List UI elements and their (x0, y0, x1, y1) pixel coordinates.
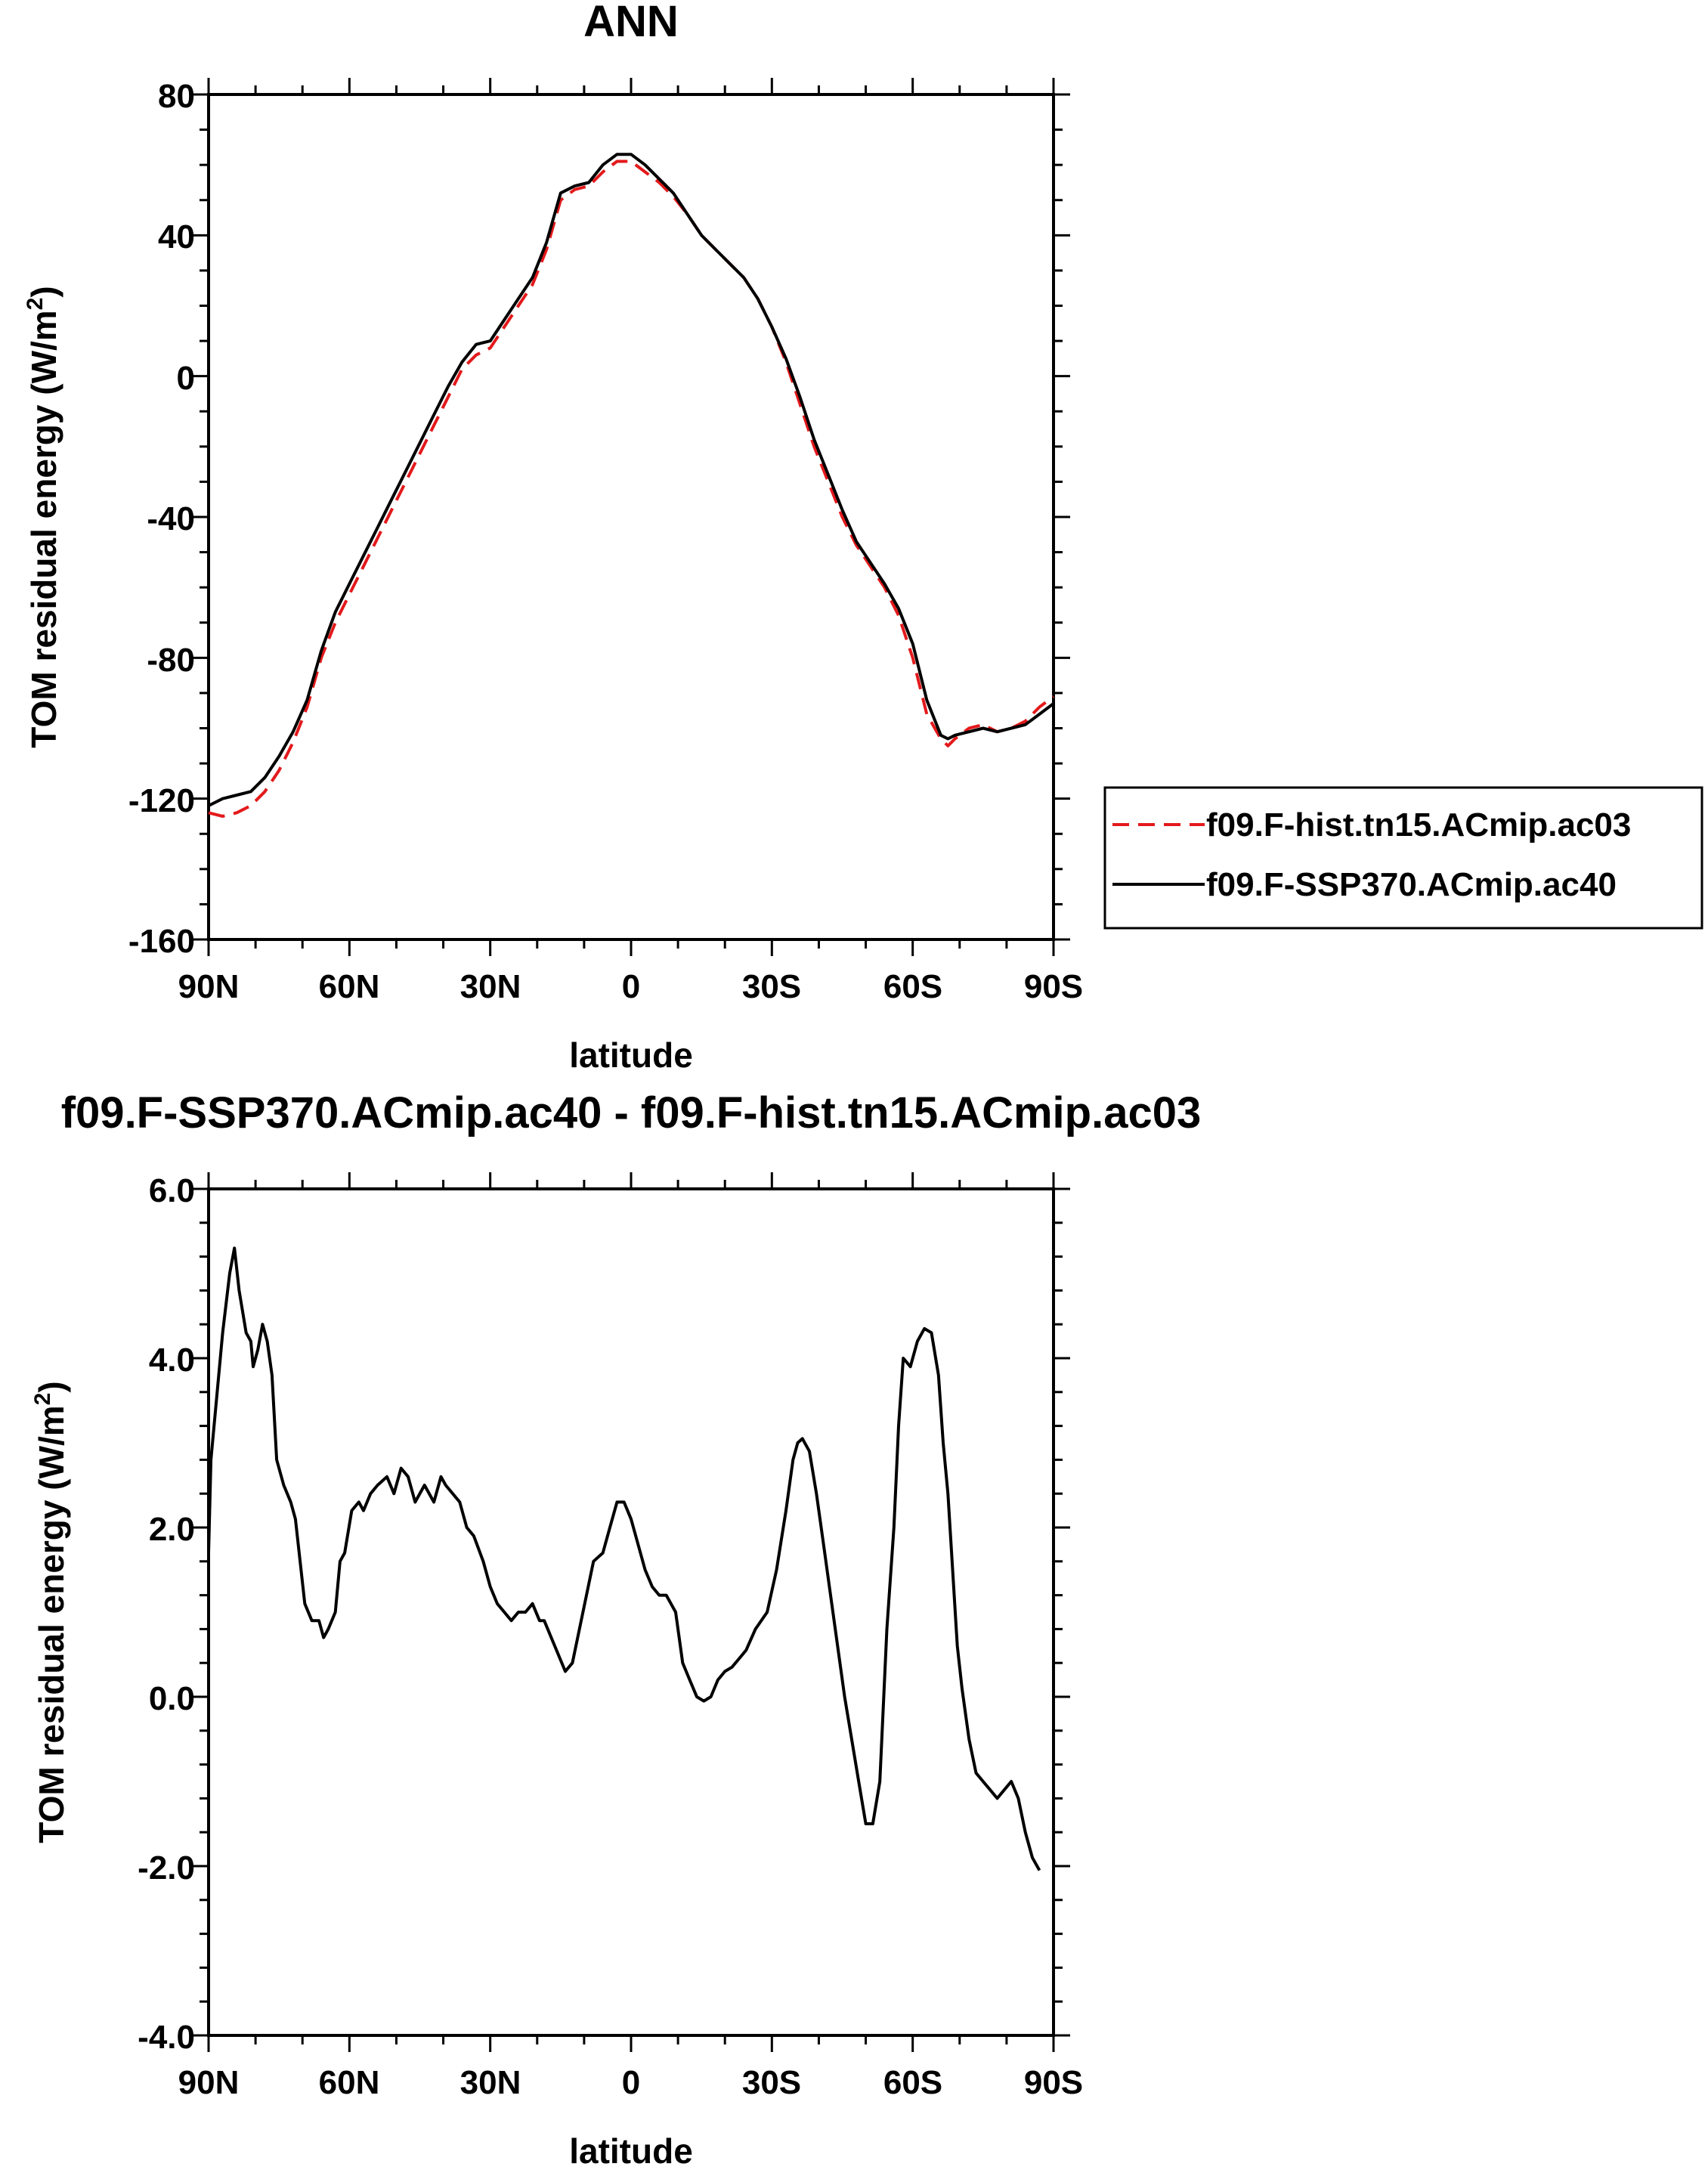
legend-box (1103, 786, 1703, 930)
bottom-y-tick-label: -4.0 (138, 2019, 195, 2056)
bottom-x-tick-label: 0 (622, 2064, 640, 2101)
bottom-axis-ticks (192, 1172, 1070, 2052)
top-series-lines (208, 153, 1055, 818)
bottom-y-tick-label: 0.0 (149, 1680, 195, 1717)
series-line-ssp370 (208, 153, 1055, 807)
top-x-tick-labels: 90N 60N 30N 0 30S 60S 90S (178, 968, 1084, 1005)
top-y-tick-label: 80 (158, 78, 195, 115)
top-y-tick-label: -160 (128, 923, 195, 960)
top-axis-ticks (192, 78, 1070, 956)
top-gridless-frame (207, 93, 1055, 941)
bottom-chart-title: f09.F-SSP370.ACmip.ac40 - f09.F-hist.tn1… (61, 1088, 1202, 1137)
top-y-axis-label: TOM residual energy (W/m2) (23, 286, 63, 747)
bottom-x-tick-label: 60S (883, 2064, 942, 2101)
bottom-x-tick-label: 90N (178, 2064, 240, 2101)
top-panel: ANN -160 -120 -80 -40 0 40 80 90N 60N 30… (23, 0, 1703, 1075)
bottom-y-tick-label: 4.0 (149, 1342, 195, 1379)
top-x-tick-label: 90S (1024, 968, 1083, 1005)
legend-label-ssp370: f09.F-SSP370.ACmip.ac40 (1206, 866, 1617, 903)
top-plot-frame (207, 93, 1055, 941)
bottom-x-tick-labels: 90N 60N 30N 0 30S 60S 90S (178, 2064, 1084, 2101)
top-y-tick-label: -40 (147, 500, 195, 537)
bottom-x-tick-label: 30S (742, 2064, 801, 2101)
top-y-tick-label: -80 (147, 642, 195, 679)
top-y-axis-label-main: TOM residual energy (W/m (24, 310, 63, 747)
bottom-y-tick-label: 2.0 (149, 1511, 195, 1548)
top-y-axis-label-sup: 2 (23, 298, 48, 311)
bottom-y-axis-label: TOM residual energy (W/m2) (30, 1381, 71, 1843)
top-y-axis-label-close: ) (24, 286, 63, 297)
bottom-series-lines (207, 1246, 1041, 1871)
top-y-tick-label: 0 (177, 360, 195, 397)
bottom-x-tick-label: 30N (460, 2064, 521, 2101)
legend: f09.F-hist.tn15.ACmip.ac03 f09.F-SSP370.… (1103, 786, 1703, 930)
top-x-tick-label: 0 (622, 968, 640, 1005)
bottom-y-tick-label: 6.0 (149, 1172, 195, 1209)
bottom-x-axis-label: latitude (569, 2131, 693, 2171)
top-x-axis-label: latitude (569, 1035, 693, 1075)
top-x-tick-label: 60N (319, 968, 380, 1005)
top-x-tick-label: 60S (883, 968, 942, 1005)
bottom-y-axis-label-main: TOM residual energy (W/m (32, 1405, 71, 1843)
bottom-y-tick-label: -2.0 (138, 1849, 195, 1887)
bottom-y-axis-label-sup: 2 (30, 1393, 55, 1406)
bottom-y-tick-labels: -4.0 -2.0 0.0 2.0 4.0 6.0 (138, 1172, 195, 2056)
top-x-tick-label: 90N (178, 968, 240, 1005)
top-chart-title: ANN (583, 0, 679, 46)
legend-label-hist: f09.F-hist.tn15.ACmip.ac03 (1206, 806, 1631, 843)
bottom-x-tick-label: 60N (319, 2064, 380, 2101)
bottom-y-axis-label-close: ) (32, 1381, 71, 1392)
top-y-tick-labels: -160 -120 -80 -40 0 40 80 (128, 78, 195, 960)
bottom-x-tick-label: 90S (1024, 2064, 1083, 2101)
top-x-tick-label: 30N (460, 968, 521, 1005)
top-x-tick-label: 30S (742, 968, 801, 1005)
series-line-difference (207, 1246, 1041, 1871)
series-line-hist (208, 159, 1055, 818)
bottom-panel: f09.F-SSP370.ACmip.ac40 - f09.F-hist.tn1… (30, 1088, 1201, 2171)
top-y-tick-label: -120 (128, 782, 195, 819)
top-y-tick-label: 40 (158, 218, 195, 255)
